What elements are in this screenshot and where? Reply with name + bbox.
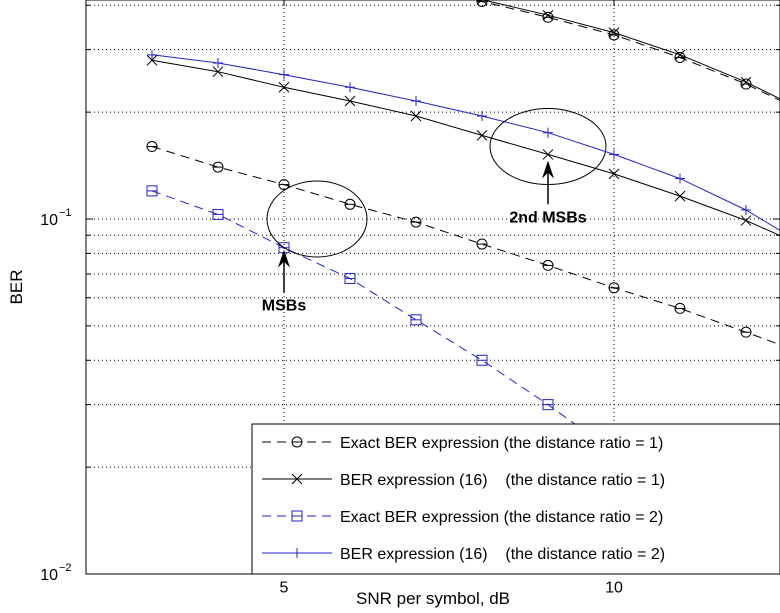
marker-plus [477, 111, 487, 122]
annotation-2nd-msbs: 2nd MSBs [489, 108, 607, 226]
legend-entry-4: BER expression (16) (the distance ratio … [262, 546, 665, 563]
marker-x [608, 27, 620, 38]
y-tick-exponent: −1 [59, 207, 72, 219]
marker-plus [292, 548, 302, 558]
marker-plus [345, 82, 355, 93]
marker-x [146, 54, 158, 66]
marker-x [476, 0, 488, 5]
marker-x [542, 9, 554, 21]
series-line [472, 0, 780, 102]
marker-x [291, 473, 303, 485]
axes: 510152010−110−2 [40, 0, 780, 596]
series-4 [147, 49, 780, 231]
marker-plus [675, 173, 685, 184]
series-line [151, 54, 780, 231]
y-tick-label: 10 [40, 567, 58, 584]
x-tick-label: 5 [280, 579, 289, 596]
annotation-arrow-head [278, 249, 290, 268]
annotation-label: 2nd MSBs [509, 209, 586, 226]
x-axis-label: SNR per symbol, dB [356, 589, 510, 608]
marker-x [410, 110, 422, 122]
marker-x [674, 190, 686, 202]
series-line [151, 146, 780, 346]
marker-plus [411, 95, 421, 106]
marker-plus [609, 149, 619, 160]
legend: Exact BER expression (the distance ratio… [251, 423, 780, 575]
marker-x [212, 66, 224, 78]
marker-plus [543, 127, 553, 138]
legend-label: BER expression (16) (the distance ratio … [340, 546, 665, 563]
series-2 [146, 54, 780, 237]
legend-label: Exact BER expression (the distance ratio… [340, 435, 663, 452]
marker-x [608, 168, 620, 180]
marker-plus [741, 205, 751, 216]
marker-x [740, 215, 752, 226]
marker-plus [147, 49, 157, 60]
legend-label: Exact BER expression (the distance ratio… [340, 509, 663, 526]
legend-entry-1: Exact BER expression (the distance ratio… [262, 435, 663, 452]
marker-plus [279, 69, 289, 80]
y-axis-label: BER [7, 270, 26, 305]
y-tick-label: 10 [40, 212, 58, 229]
legend-entry-3: Exact BER expression (the distance ratio… [262, 509, 663, 526]
marker-x [740, 76, 752, 88]
legend-label: BER expression (16) (the distance ratio … [340, 472, 665, 489]
annotation-arrow-head [542, 160, 554, 179]
x-tick-label: 10 [605, 579, 623, 596]
marker-plus [213, 58, 223, 69]
y-tick-exponent: −2 [59, 562, 72, 574]
series-1 [146, 141, 780, 346]
marker-x [278, 81, 290, 93]
legend-entry-2: BER expression (16) (the distance ratio … [262, 472, 665, 489]
series-line [151, 59, 780, 237]
series-line [481, 0, 780, 100]
annotation-ellipse [266, 180, 368, 258]
legend-box [251, 423, 780, 575]
marker-x [542, 149, 554, 160]
annotation-label: MSBs [262, 298, 307, 315]
marker-x [476, 130, 488, 141]
marker-x [344, 95, 356, 107]
series-lines [146, 0, 780, 565]
annotation-msbs: MSBs [262, 180, 368, 315]
series-6 [476, 0, 780, 100]
marker-x [674, 49, 686, 61]
